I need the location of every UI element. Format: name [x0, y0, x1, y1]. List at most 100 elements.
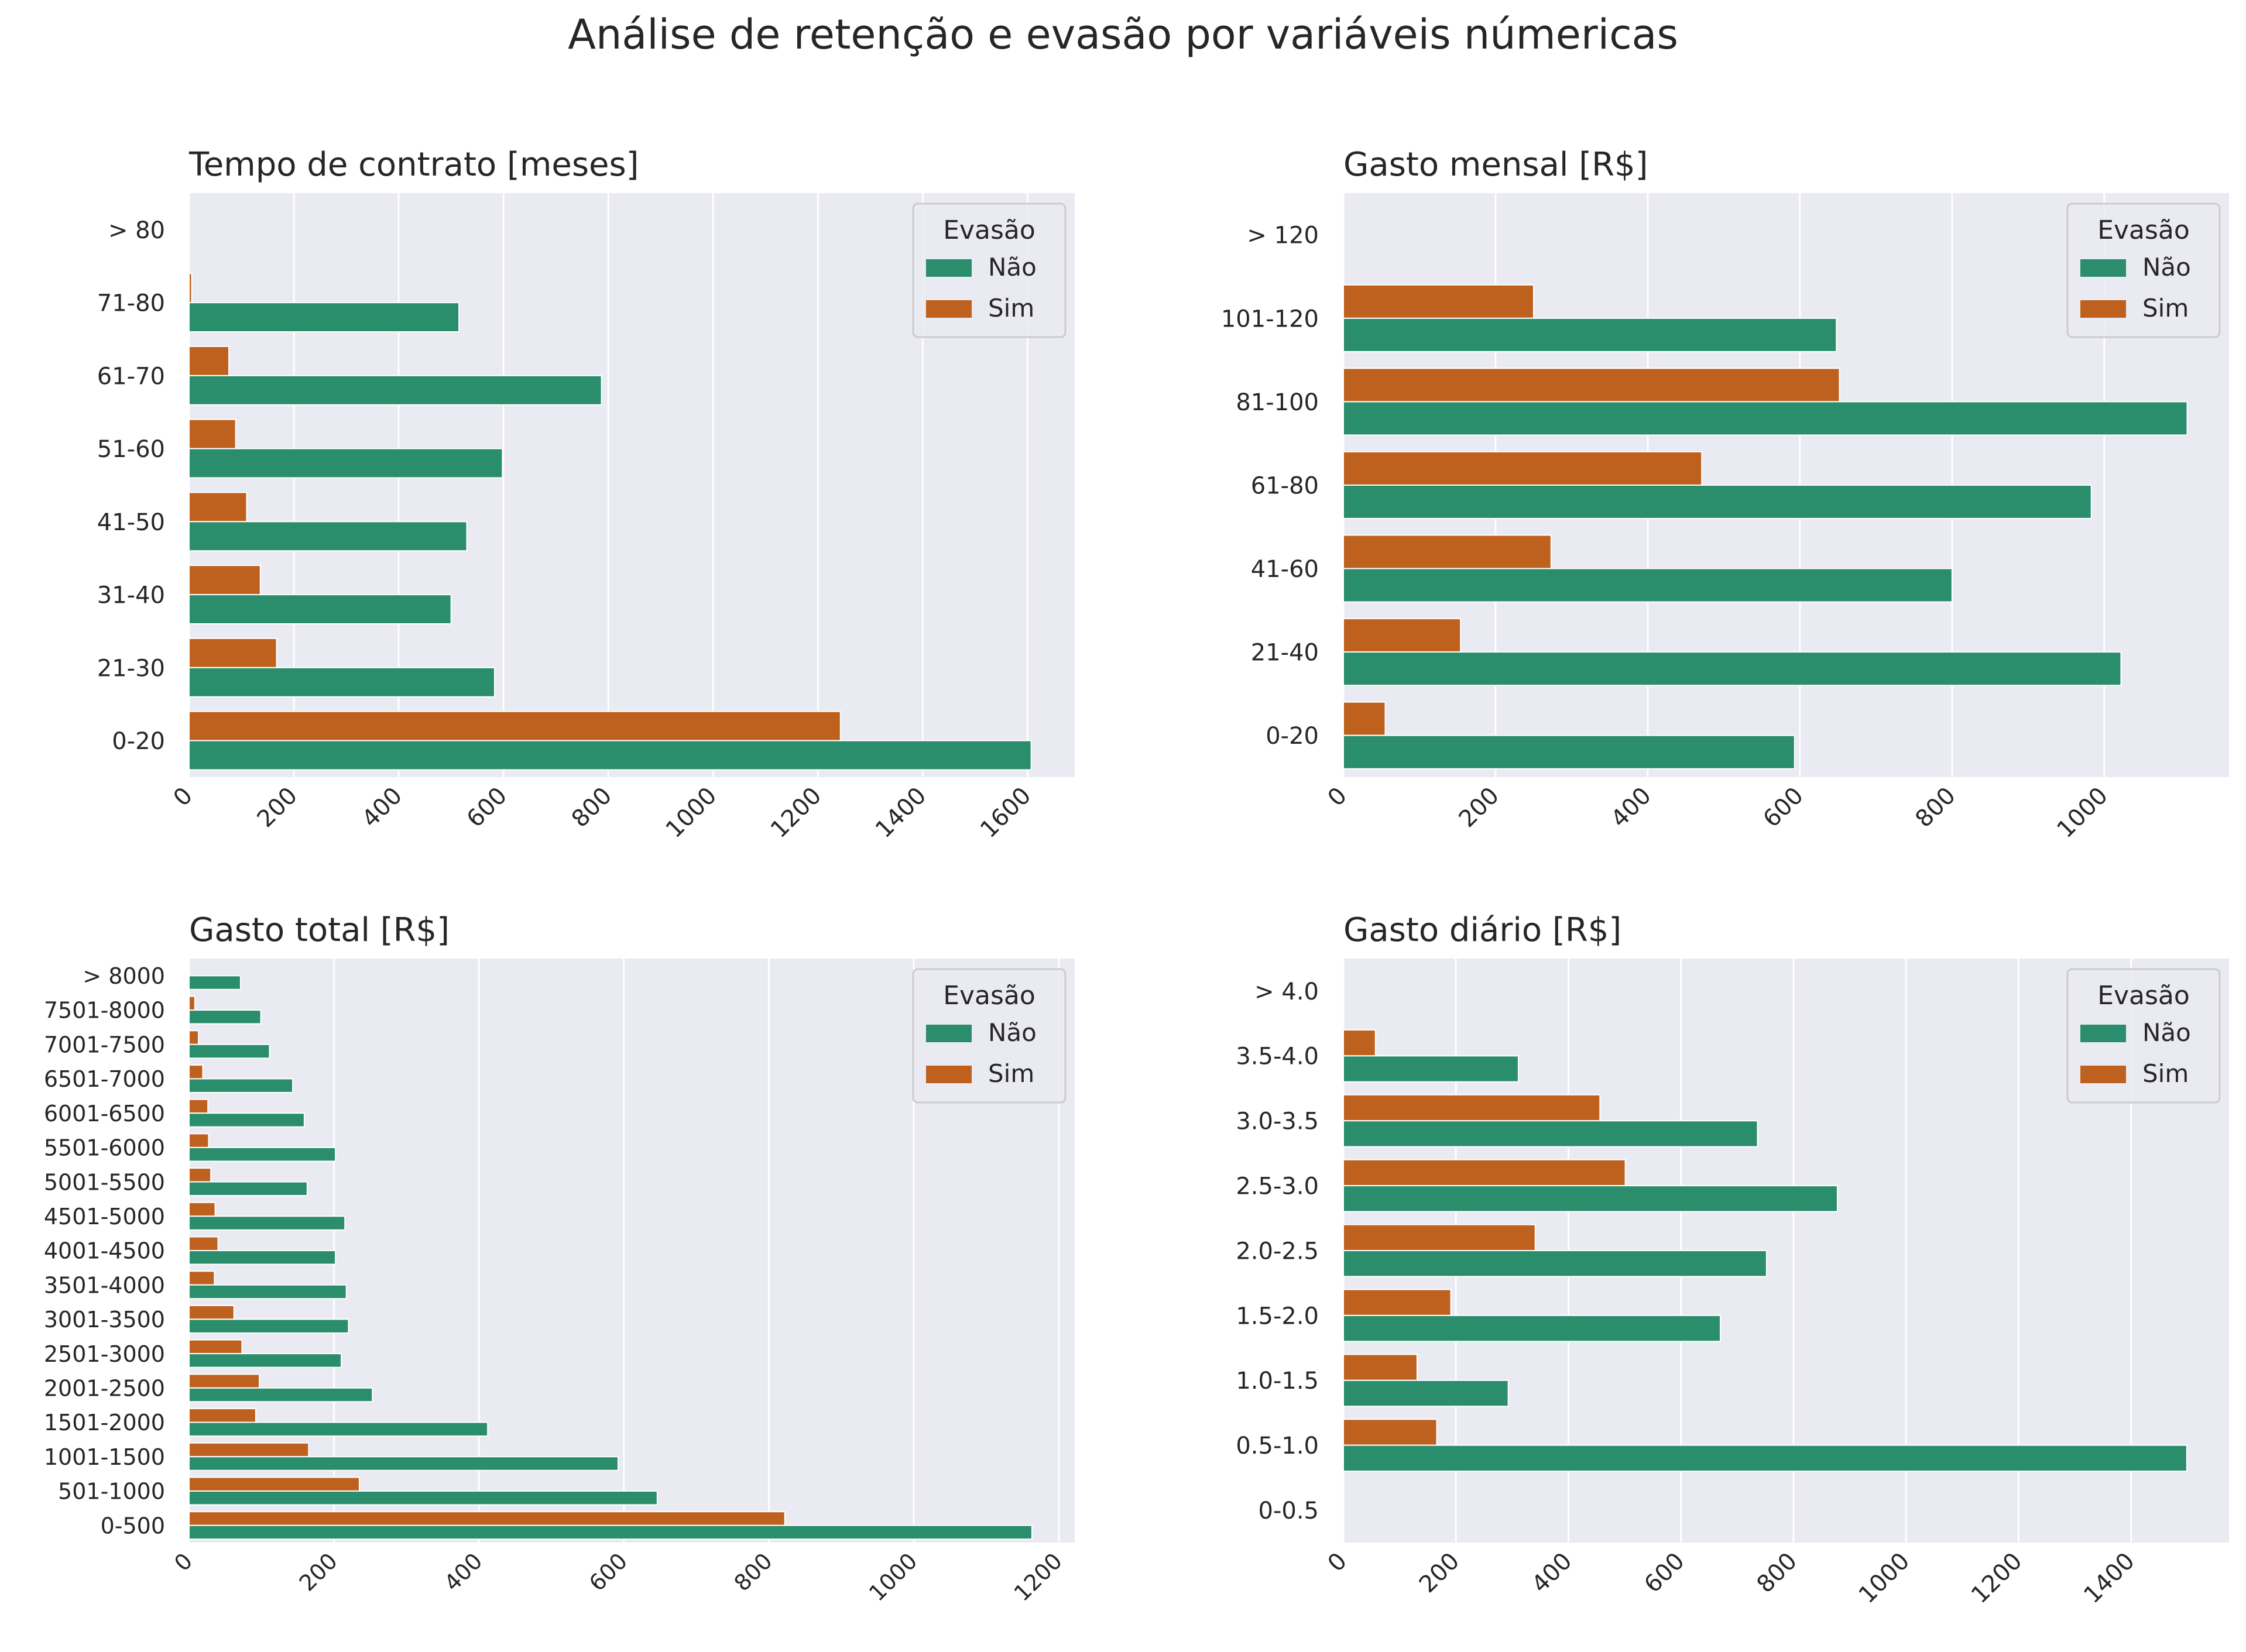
- x-tick-label: 400: [357, 782, 408, 833]
- legend-swatch-sim: [2080, 1066, 2126, 1083]
- y-tick-label: 51-60: [97, 436, 165, 463]
- y-tick-label: 0-20: [112, 728, 165, 755]
- y-tick-label: 21-30: [97, 655, 165, 682]
- bar-nao: [1343, 1185, 1838, 1213]
- y-tick-label: 0-20: [1266, 723, 1319, 750]
- legend-swatch-sim: [926, 1066, 972, 1083]
- subplot-gasto-mensal: 0 200 400 600 800 1000 Gasto mensal [R$] > 120 1…: [1221, 146, 2229, 843]
- bar-nao: [188, 1353, 342, 1368]
- bar-nao: [188, 1146, 337, 1162]
- bar-nao: [188, 1078, 294, 1093]
- bar-sim: [1343, 701, 1386, 736]
- subplot-gasto-total: 0 200 400 600 800 1000 1200 Gasto total [R$] > 8…: [44, 911, 1075, 1606]
- y-tick-label: > 80: [108, 217, 165, 244]
- bar-sim: [188, 565, 261, 596]
- bar-nao: [1343, 1444, 2187, 1472]
- x-tick-label: 0: [169, 1548, 197, 1576]
- subplot-title: Tempo de contrato [meses]: [188, 146, 639, 184]
- bar-nao: [1343, 734, 1795, 770]
- y-tick-label: 4501-5000: [44, 1204, 165, 1229]
- bar-nao: [1343, 1250, 1767, 1277]
- subplot-title: Gasto total [R$]: [189, 911, 450, 949]
- legend-label: Sim: [2142, 1059, 2189, 1088]
- y-tick-label: 6001-6500: [44, 1101, 165, 1126]
- bar-nao: [188, 1181, 308, 1197]
- x-tick-label: 800: [567, 782, 618, 833]
- bar-nao: [188, 1250, 337, 1265]
- bar-sim: [188, 345, 230, 376]
- bar-sim: [188, 637, 277, 668]
- x-tick-label: 200: [1454, 782, 1505, 833]
- bar-nao: [188, 448, 503, 479]
- x-tick-label: 0: [1323, 782, 1353, 812]
- y-tick-label: 5501-6000: [44, 1135, 165, 1161]
- y-tick-label: 41-60: [1251, 556, 1319, 583]
- y-tick-label: 0-0.5: [1259, 1498, 1319, 1524]
- bar-nao: [188, 1318, 349, 1334]
- y-tick-label: 2.5-3.0: [1236, 1173, 1319, 1200]
- legend-label: Sim: [2142, 294, 2189, 322]
- main-title: Análise de retenção e evasão por variáve…: [568, 11, 1678, 59]
- bar-nao: [188, 1284, 347, 1300]
- legend-title: Evasão: [2097, 215, 2190, 245]
- x-tick-label: 0: [169, 782, 198, 812]
- bar-sim: [188, 418, 236, 449]
- bar-nao: [188, 1456, 619, 1471]
- bar-sim: [1343, 451, 1703, 486]
- y-tick-label: 0.5-1.0: [1236, 1433, 1319, 1459]
- y-tick-label: > 120: [1247, 222, 1319, 249]
- legend-label: Não: [988, 253, 1037, 281]
- bar-sim: [188, 1167, 212, 1183]
- x-tick-label: 200: [1414, 1548, 1465, 1599]
- legend-label: Sim: [988, 1059, 1034, 1088]
- x-tick-label: 600: [1758, 782, 1809, 833]
- bar-sim: [188, 1442, 310, 1458]
- bar-sim: [188, 1064, 204, 1080]
- y-tick-label: 7001-7500: [44, 1032, 165, 1057]
- legend-label: Sim: [988, 294, 1034, 322]
- y-tick-label: 71-80: [97, 290, 165, 317]
- y-tick-label: 7501-8000: [44, 998, 165, 1024]
- bar-nao: [1343, 485, 2092, 520]
- legend-swatch-nao: [926, 1025, 972, 1042]
- x-tick-label: 1000: [2052, 782, 2113, 844]
- bar-sim: [188, 710, 841, 741]
- bar-sim: [188, 995, 196, 1011]
- legend-title: Evasão: [2097, 981, 2190, 1011]
- bar-nao: [188, 1112, 305, 1128]
- bar-sim: [1343, 1029, 1376, 1057]
- subplot-title: Gasto mensal [R$]: [1343, 146, 1648, 184]
- y-tick-label: 3.5-4.0: [1236, 1043, 1319, 1070]
- bar-nao: [1343, 1120, 1758, 1148]
- bar-sim: [1343, 284, 1534, 319]
- y-tick-label: 3001-3500: [44, 1307, 165, 1332]
- bar-nao: [188, 302, 460, 333]
- bar-sim: [1343, 1159, 1626, 1187]
- bar-sim: [1343, 1354, 1418, 1381]
- bar-sim: [188, 1098, 209, 1114]
- x-tick-label: 1400: [2079, 1548, 2140, 1609]
- bar-nao: [188, 375, 602, 406]
- bar-nao: [188, 1524, 1033, 1540]
- x-tick-label: 800: [1910, 782, 1961, 833]
- legend-swatch-nao: [2080, 259, 2126, 277]
- bar-sim: [1343, 1419, 1438, 1446]
- y-tick-label: 61-80: [1251, 472, 1319, 499]
- bar-nao: [1343, 401, 2188, 436]
- bar-sim: [188, 492, 248, 523]
- bar-nao: [1343, 1379, 1509, 1407]
- bar-nao: [188, 1043, 270, 1059]
- y-tick-label: > 4.0: [1254, 978, 1319, 1005]
- y-tick-label: 2001-2500: [44, 1376, 165, 1402]
- bar-sim: [188, 1030, 200, 1045]
- subplot-title: Gasto diário [R$]: [1343, 911, 1621, 949]
- bar-sim: [188, 273, 193, 304]
- bar-nao: [188, 521, 468, 552]
- bar-sim: [188, 1304, 235, 1320]
- bar-nao: [188, 740, 1032, 771]
- x-tick-label: 1200: [766, 782, 827, 844]
- y-tick-label: 81-100: [1236, 389, 1319, 416]
- bar-sim: [188, 1270, 215, 1286]
- x-tick-label: 0: [1323, 1548, 1353, 1578]
